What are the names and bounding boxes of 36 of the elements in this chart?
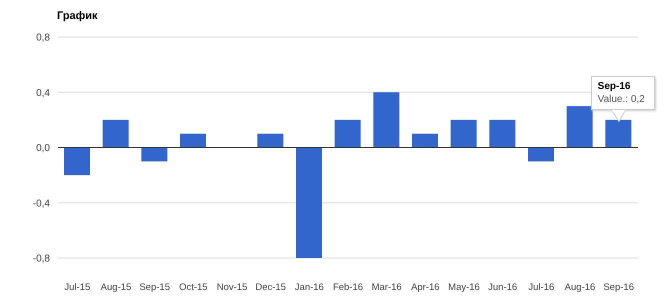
bar [296,148,322,258]
bar [102,120,129,148]
bar [141,148,168,162]
bar [489,120,516,148]
x-tick-label: Sep-15 [139,282,170,293]
y-tick-label: 0,8 [36,32,50,44]
x-tick-label: Jul-15 [64,282,90,293]
x-tick-label: Jan-16 [294,282,324,293]
x-tick-label: Mar-16 [372,282,402,293]
y-tick-label: 0,4 [36,88,50,99]
bar [450,120,477,148]
x-tick-label: Aug-15 [100,282,132,293]
bar [334,120,361,148]
x-tick-label: Nov-15 [216,282,248,293]
y-tick-label: 0,0 [36,143,50,154]
bar [412,134,438,148]
bar [257,134,284,148]
annotation: Sep-16 Value.: 0,2 [598,80,646,106]
bar [64,148,90,176]
x-tick-label: Jun-16 [488,282,518,293]
bar [566,106,593,148]
x-tick-label: May-16 [448,282,480,293]
x-tick-label: Oct-15 [179,282,208,293]
y-tick-label: -0,8 [32,254,50,265]
x-tick-label: Sep-16 [603,282,634,293]
x-tick-label: Dec-15 [255,282,286,293]
x-tick-label: Jul-16 [528,282,554,293]
bar [528,148,554,162]
x-tick-label: Feb-16 [332,282,364,293]
y-tick-label: -0,4 [32,198,50,210]
x-tick-label: Apr-16 [411,282,440,293]
bar [373,92,400,148]
x-tick-label: Aug-16 [564,282,596,293]
tooltip-callout: Sep-16 Value.: 0,2 [590,76,655,122]
bar [180,134,206,148]
chart-title: График [57,10,98,22]
